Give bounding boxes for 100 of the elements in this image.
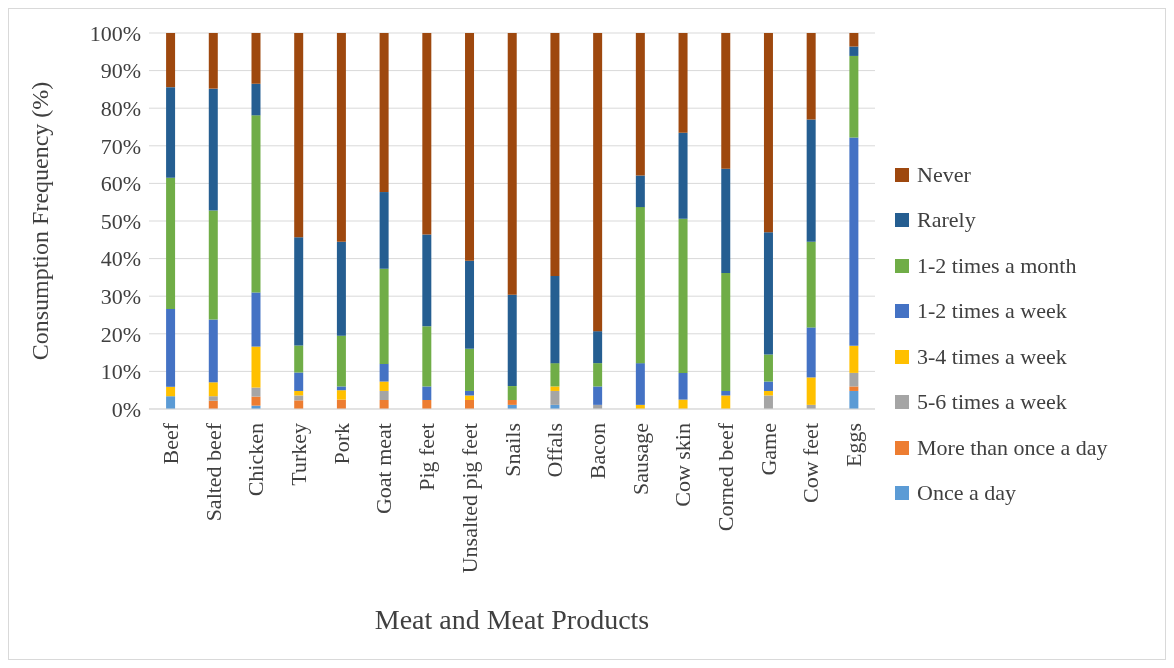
bar	[166, 87, 176, 178]
bar	[465, 260, 475, 349]
bar	[763, 395, 773, 409]
y-tick-label: 60%	[100, 171, 141, 197]
bar	[635, 207, 645, 364]
bar	[336, 33, 346, 242]
y-axis-title: Consumption Frequency (%)	[26, 81, 53, 361]
y-tick-label: 40%	[100, 246, 141, 272]
x-tick-label: Corned beef	[713, 422, 739, 532]
bar	[379, 268, 389, 364]
bar	[849, 137, 859, 346]
x-tick-label: Snails	[499, 423, 525, 477]
legend-label: 3-4 times a week	[917, 343, 1067, 370]
x-tick-label: Pig feet	[414, 423, 440, 491]
bar	[721, 33, 731, 169]
x-tick-label: Goat meat	[371, 423, 397, 515]
bar	[806, 377, 816, 405]
y-tick-label: 10%	[100, 359, 141, 385]
legend-label: More than once a day	[917, 434, 1108, 461]
x-tick-label: Beef	[157, 422, 183, 465]
bar	[678, 33, 688, 133]
bar	[507, 294, 517, 387]
bar	[550, 33, 560, 276]
legend-label: Rarely	[917, 207, 976, 234]
bar	[379, 33, 389, 193]
bar	[806, 33, 816, 120]
x-tick-label: Pork	[328, 423, 354, 465]
y-tick-label: 0%	[111, 396, 141, 422]
bar	[763, 381, 773, 391]
bar	[849, 372, 859, 387]
bar	[635, 363, 645, 405]
x-tick-label: Salted beef	[200, 422, 226, 522]
bar	[465, 348, 475, 391]
bar	[678, 218, 688, 373]
bar	[251, 33, 261, 84]
bar	[208, 319, 218, 383]
x-axis-title: Meat and Meat Products	[374, 604, 650, 635]
bar	[507, 33, 517, 295]
bar	[422, 234, 432, 327]
bar	[635, 175, 645, 208]
x-tick-label: Sausage	[627, 423, 653, 496]
bar	[849, 46, 859, 56]
y-tick-label: 50%	[100, 208, 141, 234]
bar	[294, 395, 304, 401]
bar	[208, 382, 218, 397]
bar	[166, 396, 176, 409]
x-tick-label: Offals	[542, 423, 568, 478]
bar	[806, 241, 816, 328]
bar	[294, 237, 304, 346]
bar	[849, 33, 859, 47]
y-tick-label: 90%	[100, 58, 141, 84]
x-tick-label: Game	[755, 423, 781, 476]
bar	[849, 386, 859, 391]
bar	[294, 372, 304, 391]
bar	[635, 33, 645, 176]
bar	[721, 168, 731, 273]
bar	[806, 119, 816, 242]
bar	[166, 177, 176, 309]
bar	[251, 396, 261, 406]
bar	[166, 308, 176, 387]
bar	[379, 363, 389, 382]
y-tick-label: 20%	[100, 321, 141, 347]
x-tick-label: Eggs	[841, 423, 867, 467]
x-tick-label: Cow skin	[670, 423, 696, 507]
bar	[336, 335, 346, 387]
bar	[422, 326, 432, 387]
bar	[251, 346, 261, 388]
y-tick-label: 30%	[100, 284, 141, 310]
bar	[593, 386, 603, 405]
bar	[294, 400, 304, 409]
bar	[593, 331, 603, 364]
x-tick-label: Chicken	[243, 423, 269, 497]
bar	[294, 33, 304, 238]
bar	[208, 396, 218, 401]
bar	[336, 390, 346, 400]
bar	[422, 386, 432, 400]
bar	[465, 33, 475, 261]
bar	[593, 33, 603, 332]
bar	[550, 363, 560, 387]
bar	[550, 386, 560, 391]
bar	[251, 387, 261, 397]
bar	[166, 386, 176, 397]
bar	[593, 363, 603, 387]
bar	[251, 115, 261, 293]
bar	[251, 83, 261, 116]
bar	[849, 55, 859, 138]
bar	[166, 33, 176, 88]
bar	[678, 372, 688, 400]
bar	[379, 390, 389, 400]
bar	[550, 390, 560, 405]
bar	[763, 354, 773, 382]
bar	[678, 132, 688, 219]
x-tick-label: Turkey	[285, 423, 311, 486]
bar	[465, 395, 475, 400]
bar	[208, 210, 218, 320]
bar	[806, 327, 816, 378]
bar	[721, 395, 731, 409]
bar	[336, 241, 346, 336]
bar	[849, 345, 859, 373]
bar	[721, 272, 731, 391]
